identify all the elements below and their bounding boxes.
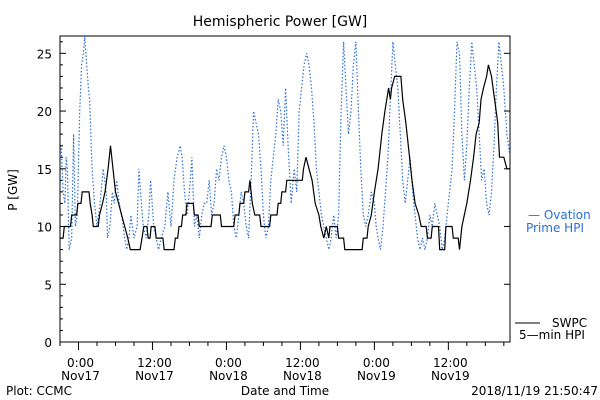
x-tick-date: Nov17: [135, 369, 174, 383]
plot-frame: [59, 35, 511, 343]
x-tick-date: Nov18: [209, 369, 248, 383]
y-tick-label: 15: [37, 163, 52, 177]
y-tick-label: 20: [37, 105, 52, 119]
x-tick-date: Nov19: [431, 369, 470, 383]
x-axis-label: Date and Time: [241, 384, 329, 398]
y-tick-label: 0: [44, 336, 52, 350]
series-ovation-line: [60, 36, 510, 250]
legend-swpc: SWPC 5—min HPI: [515, 316, 587, 342]
x-ticks: 0:00Nov1712:00Nov170:00Nov1812:00Nov180:…: [59, 342, 505, 383]
x-tick-time: 12:00: [433, 356, 468, 370]
y-ticks: 0 5 10 15 20 25: [37, 41, 510, 350]
chart-title: Hemispheric Power [GW]: [193, 14, 368, 30]
legend-ovation-line1: — Ovation: [528, 208, 591, 222]
legend-ovation-line2: Prime HPI: [526, 221, 584, 235]
legend-ovation: — Ovation Prime HPI: [526, 208, 591, 235]
footer-right: 2018/11/19 21:50:47: [471, 384, 598, 398]
x-tick-time: 0:00: [215, 356, 242, 370]
y-tick-label: 5: [44, 278, 52, 292]
footer-left: Plot: CCMC: [6, 384, 72, 398]
x-tick-time: 0:00: [363, 356, 390, 370]
y-tick-label: 10: [37, 221, 52, 235]
x-tick-time: 12:00: [137, 356, 172, 370]
series-layer: [60, 36, 510, 251]
legend-swpc-line2: 5—min HPI: [519, 328, 585, 342]
x-tick-time: 0:00: [67, 356, 94, 370]
legend-swpc-line1: SWPC: [552, 316, 587, 330]
y-axis-label: P [GW]: [6, 169, 20, 211]
y-tick-label: 25: [37, 47, 52, 61]
x-tick-date: Nov18: [283, 369, 322, 383]
x-tick-date: Nov19: [357, 369, 396, 383]
series-swpc-line: [60, 64, 510, 251]
y-axis-label-group: P [GW]: [6, 169, 20, 211]
x-tick-date: Nov17: [61, 369, 100, 383]
x-tick-time: 12:00: [285, 356, 320, 370]
